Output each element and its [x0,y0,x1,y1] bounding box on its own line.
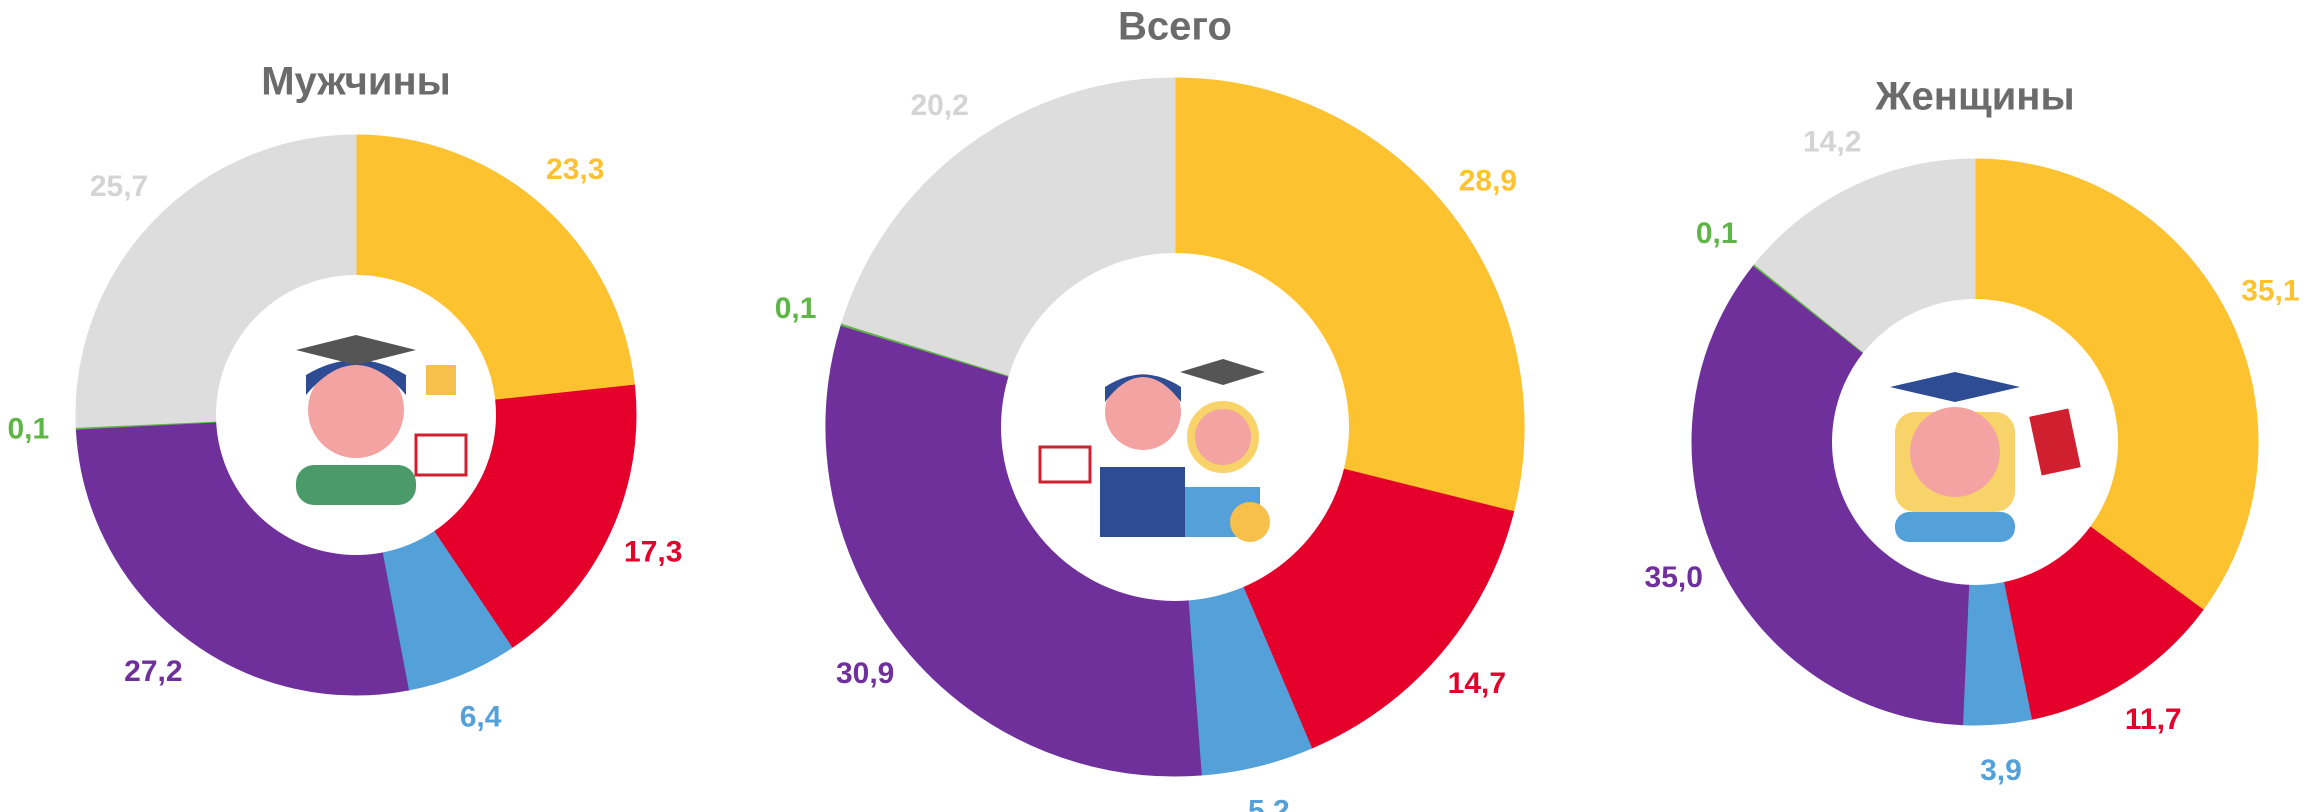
icon-hair [1105,374,1181,402]
data-label: 25,7 [90,170,148,203]
labels: Мужчины 23,3 17,3 6,4 27,2 0,1 25,7 Всего 28,9 14… [8,5,2300,812]
icon-cap [296,335,416,365]
data-label: 5,2 [1248,795,1290,812]
icon-book [414,433,468,477]
data-label: 14,2 [1803,125,1861,158]
data-label: 0,1 [775,292,817,325]
chart-title: Всего [1118,5,1232,49]
icon-book [1038,445,1092,484]
data-label: 3,9 [1980,754,2022,787]
icon-cake [426,365,456,395]
data-label: 14,7 [1448,667,1506,700]
icon-body [1895,512,2015,542]
data-label: 11,7 [2125,703,2182,736]
data-label: 28,9 [1459,165,1517,198]
data-label: 30,9 [836,657,894,690]
icon-man [216,275,496,555]
data-label: 35,0 [1645,561,1703,594]
slices [75,77,2259,777]
data-label: 35,1 [2241,275,2299,308]
data-label: 17,3 [624,536,682,569]
icon-coin [1230,502,1270,542]
icon-face [1910,407,2000,497]
icon-cap [1180,359,1265,385]
icon-face [1105,374,1181,450]
icon-body [1100,467,1185,537]
icons [216,253,2118,601]
icon-cap [1890,372,2020,402]
data-label: 0,1 [1696,217,1738,250]
icon-hair [306,360,406,395]
data-label: 6,4 [460,700,502,733]
icon-woman [1832,299,2118,585]
icon-body [296,465,416,505]
icon-face [1187,401,1259,473]
data-label: 27,2 [124,655,182,688]
icon-book [2029,408,2081,476]
data-label: 0,1 [8,412,50,445]
chart-title: Женщины [1874,75,2074,119]
data-label: 20,2 [910,89,968,122]
icon-both [1001,253,1349,601]
chart-title: Мужчины [261,60,451,104]
icon-face [308,362,404,458]
data-label: 23,3 [546,153,604,186]
